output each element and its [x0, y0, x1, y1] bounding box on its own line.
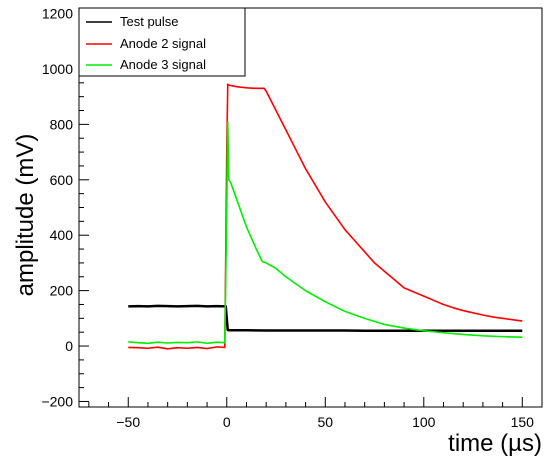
series-line-0 [128, 304, 523, 333]
legend-label-anode-2: Anode 2 signal [120, 36, 206, 51]
legend: Test pulse Anode 2 signal Anode 3 signal [78, 7, 246, 77]
y-tick-label: −200 [41, 393, 73, 409]
x-tick-label: 50 [317, 414, 333, 430]
y-tick-label: 1200 [42, 6, 73, 22]
x-tick-label: 100 [412, 414, 436, 430]
y-tick-label: 1000 [42, 61, 73, 77]
y-tick-label: 400 [50, 227, 74, 243]
y-tick-label: 0 [65, 338, 73, 354]
y-tick-label: 600 [50, 172, 74, 188]
x-axis-title: time (µs) [448, 430, 542, 457]
x-tick-label: 0 [223, 414, 231, 430]
x-tick-label: 150 [511, 414, 535, 430]
x-tick-label: −50 [116, 414, 140, 430]
series-line-2 [128, 120, 523, 345]
y-axis-title: amplitude (mV) [12, 134, 39, 297]
legend-label-test-pulse: Test pulse [120, 14, 179, 29]
series-layer [128, 83, 523, 350]
series-line-1 [128, 83, 523, 350]
y-tick-label: 200 [50, 283, 74, 299]
legend-label-anode-3: Anode 3 signal [120, 57, 206, 72]
y-tick-label: 800 [50, 116, 74, 132]
